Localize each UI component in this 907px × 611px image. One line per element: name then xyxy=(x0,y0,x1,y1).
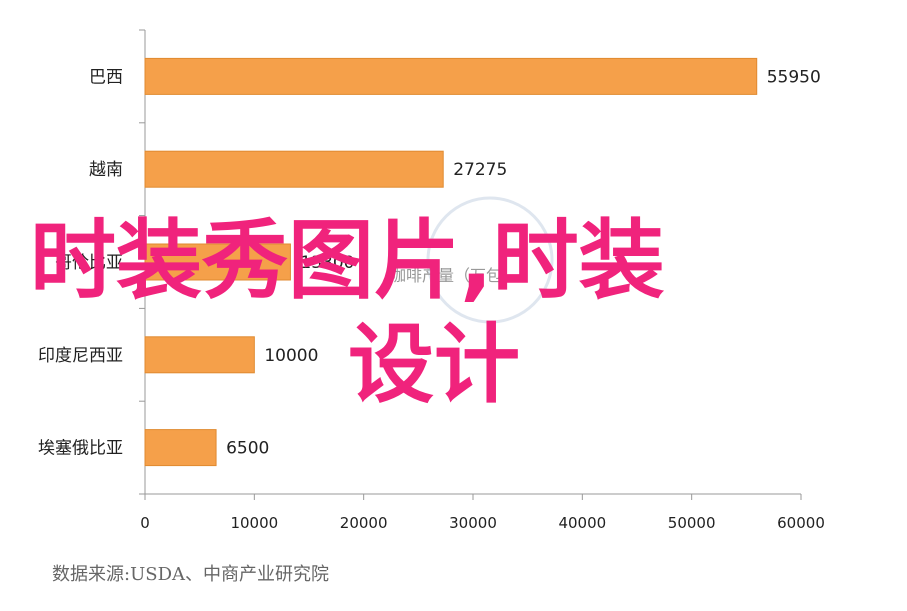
x-tick-label: 40000 xyxy=(558,514,606,532)
overlay-title-line1: 时装秀图片,时装 xyxy=(30,211,665,311)
x-tick-label: 50000 xyxy=(668,514,716,532)
x-tick-label: 60000 xyxy=(777,514,825,532)
x-tick-label: 0 xyxy=(140,514,150,532)
data-label: 13300 xyxy=(300,253,354,273)
x-tick-label: 30000 xyxy=(449,514,497,532)
bar xyxy=(144,243,291,281)
x-tick-label: 10000 xyxy=(230,514,278,532)
category-label: 巴西 xyxy=(89,67,123,87)
category-label: 埃塞俄比亚 xyxy=(38,439,123,459)
data-label: 55950 xyxy=(767,67,821,87)
category-label: 印度尼西亚 xyxy=(38,346,123,366)
overlay-title-line2: 设计 xyxy=(348,315,520,415)
bar xyxy=(144,336,255,374)
category-label: 越南 xyxy=(89,160,123,180)
watermark-text: 咖啡产量（万包） xyxy=(390,266,519,285)
data-label: 6500 xyxy=(226,439,269,459)
bar xyxy=(144,150,444,188)
data-label: 10000 xyxy=(264,346,318,366)
category-label: 哥伦比亚 xyxy=(55,253,123,273)
bar xyxy=(144,57,758,95)
source-note: 数据来源:USDA、中商产业研究院 xyxy=(52,564,329,585)
watermark-circle xyxy=(426,196,554,324)
data-label: 27275 xyxy=(453,160,507,180)
bar xyxy=(144,429,217,467)
x-tick-label: 20000 xyxy=(340,514,388,532)
